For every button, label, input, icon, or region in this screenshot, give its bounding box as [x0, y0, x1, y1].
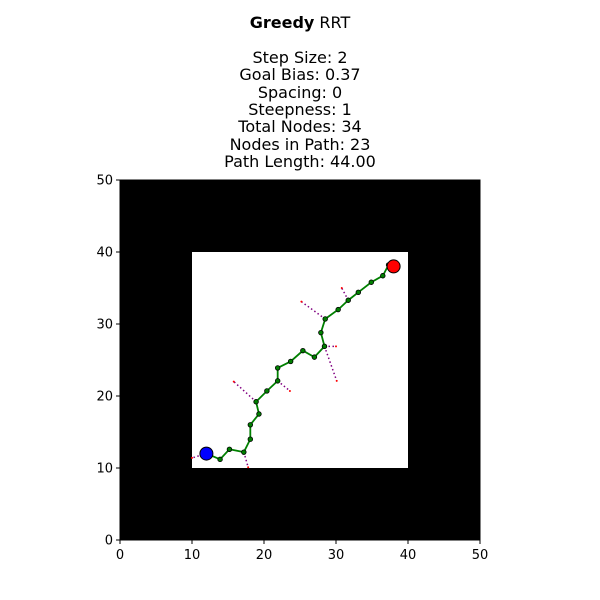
- x-tick-label: 50: [472, 548, 489, 563]
- path-node: [264, 388, 270, 394]
- branch-node: [288, 389, 291, 392]
- y-tick-label: 20: [96, 390, 113, 405]
- path-node: [300, 347, 306, 354]
- branch-node: [300, 300, 303, 303]
- title-heading: Greedy RRT: [0, 14, 600, 31]
- title-nodes-in-path: Nodes in Path: 23: [229, 134, 371, 154]
- y-tick-label: 30: [96, 318, 113, 333]
- x-tick-label: 10: [184, 548, 201, 563]
- path-node: [247, 436, 254, 442]
- branch-node: [191, 456, 193, 459]
- tree-branch: [233, 381, 257, 403]
- goal-marker: [386, 259, 401, 274]
- tree-branch: [191, 452, 207, 459]
- x-tick-label: 20: [256, 548, 273, 563]
- title-path-length: Path Length: 44.00: [224, 152, 376, 172]
- branch-node: [232, 380, 235, 383]
- title-total-nodes: Total Nodes: 34: [238, 117, 362, 137]
- path-node: [321, 343, 328, 350]
- y-tick-label: 10: [96, 462, 113, 477]
- x-tick-label: 30: [328, 548, 345, 563]
- title-steepness: Steepness: 1: [248, 100, 352, 120]
- free-space-region: [192, 252, 408, 468]
- path-node: [256, 411, 262, 417]
- path-node: [241, 449, 247, 455]
- path-node: [274, 365, 281, 371]
- path-node: [226, 446, 233, 452]
- start-marker: [199, 446, 214, 461]
- x-tick-label: 0: [116, 548, 124, 563]
- axes-frame: [119, 179, 481, 541]
- path-node: [368, 279, 374, 285]
- path-node: [274, 378, 281, 384]
- path-node: [380, 273, 386, 279]
- path-node: [318, 329, 324, 336]
- branch-node: [340, 287, 343, 289]
- title-rest: RRT: [314, 13, 351, 32]
- y-tick-label: 40: [96, 246, 113, 261]
- x-tick-label: 40: [400, 548, 417, 563]
- title-bold: Greedy: [249, 13, 315, 32]
- tree-branch: [243, 451, 249, 468]
- path-node: [355, 289, 362, 296]
- branch-node: [247, 466, 250, 469]
- path-node: [287, 358, 294, 365]
- tree-branch: [277, 380, 291, 392]
- title-step-size: Step Size: 2: [252, 47, 348, 67]
- branch-node: [335, 345, 337, 348]
- path-node: [247, 422, 254, 428]
- path-node: [253, 399, 259, 405]
- tree-branch: [300, 301, 326, 320]
- title-goal-bias: Goal Bias: 0.37: [239, 65, 361, 85]
- branch-node: [335, 379, 338, 382]
- path-node: [345, 297, 351, 303]
- y-tick-label: 50: [96, 174, 113, 189]
- path-node: [311, 354, 318, 360]
- title-spacing: Spacing: 0: [257, 82, 343, 102]
- y-tick-label: 0: [105, 534, 113, 549]
- path-node: [322, 316, 328, 322]
- chart-title: Greedy RRT Step Size: 2 Goal Bias: 0.37 …: [0, 14, 600, 171]
- path-node: [335, 306, 341, 313]
- path-node: [217, 456, 223, 463]
